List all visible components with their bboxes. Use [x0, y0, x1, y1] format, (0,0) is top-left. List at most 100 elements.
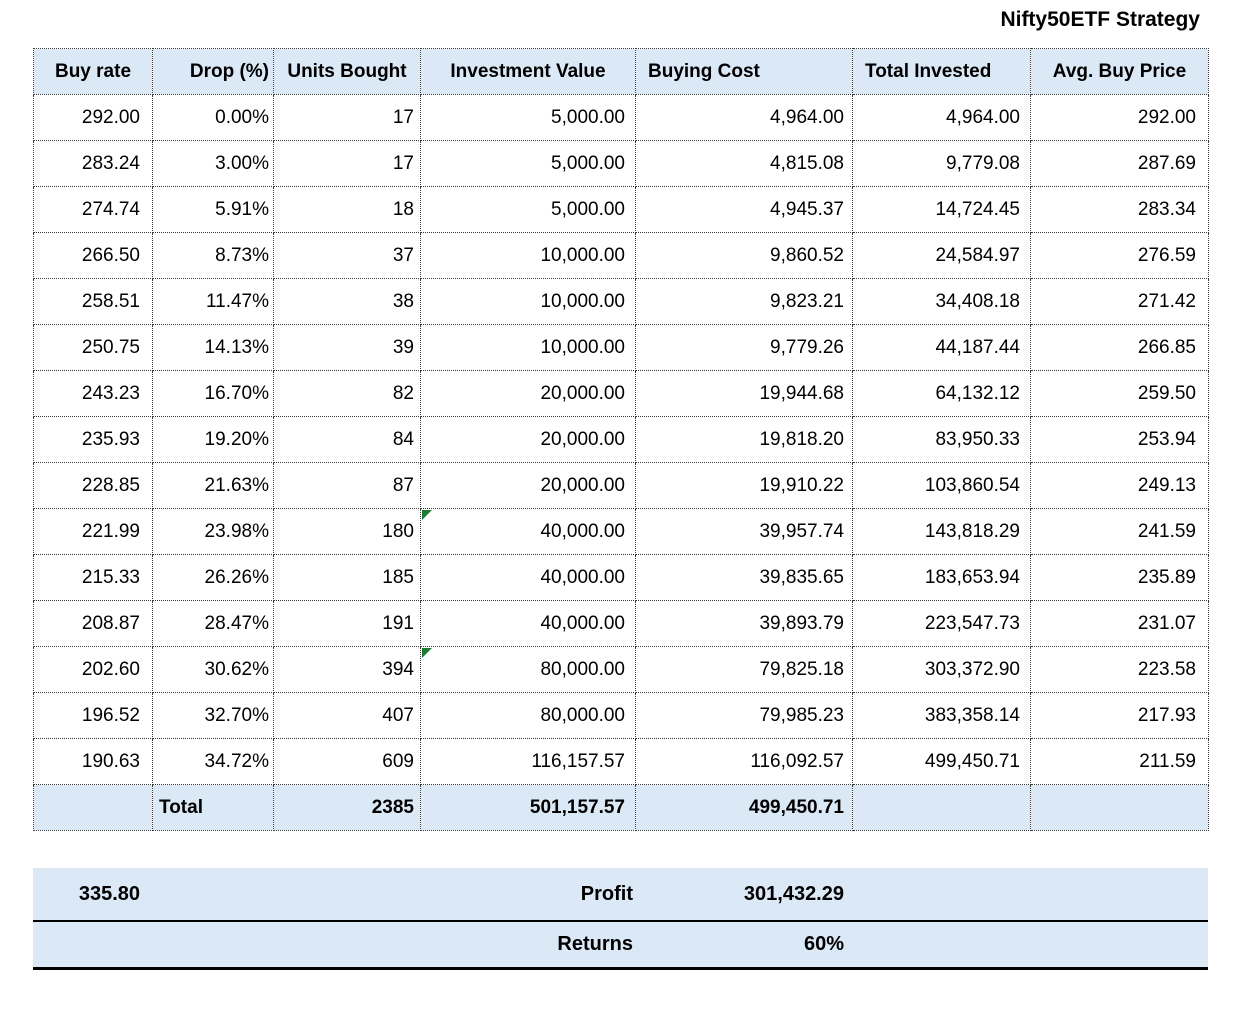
- cell[interactable]: 190.63: [33, 738, 153, 785]
- cell[interactable]: 9,779.08: [852, 140, 1031, 187]
- cell[interactable]: 228.85: [33, 462, 153, 509]
- total-units-cell[interactable]: 2385: [273, 784, 421, 831]
- cell[interactable]: 19,910.22: [635, 462, 853, 509]
- cell[interactable]: 64,132.12: [852, 370, 1031, 417]
- cell[interactable]: 80,000.00: [420, 692, 636, 739]
- cell[interactable]: 28.47%: [152, 600, 274, 647]
- cell[interactable]: 283.34: [1030, 186, 1209, 233]
- cell[interactable]: 34,408.18: [852, 278, 1031, 325]
- cell[interactable]: 11.47%: [152, 278, 274, 325]
- cell[interactable]: 3.00%: [152, 140, 274, 187]
- cell[interactable]: 8.73%: [152, 232, 274, 279]
- cell[interactable]: 9,860.52: [635, 232, 853, 279]
- cell[interactable]: [33, 921, 152, 970]
- cell[interactable]: 221.99: [33, 508, 153, 555]
- cell[interactable]: 217.93: [1030, 692, 1209, 739]
- cell[interactable]: [852, 868, 1030, 922]
- cell[interactable]: 266.50: [33, 232, 153, 279]
- cell[interactable]: 18: [273, 186, 421, 233]
- cell[interactable]: 116,092.57: [635, 738, 853, 785]
- cell[interactable]: 143,818.29: [852, 508, 1031, 555]
- cell[interactable]: 39,835.65: [635, 554, 853, 601]
- cell[interactable]: 9,779.26: [635, 324, 853, 371]
- cell[interactable]: 40,000.00: [420, 600, 636, 647]
- cell[interactable]: 83,950.33: [852, 416, 1031, 463]
- cell[interactable]: [852, 784, 1031, 831]
- cell[interactable]: 4,945.37: [635, 186, 853, 233]
- cell[interactable]: 235.93: [33, 416, 153, 463]
- column-header[interactable]: Drop (%): [152, 48, 274, 95]
- cell[interactable]: 223,547.73: [852, 600, 1031, 647]
- cell[interactable]: 223.58: [1030, 646, 1209, 693]
- cell[interactable]: 241.59: [1030, 508, 1209, 555]
- cell[interactable]: 9,823.21: [635, 278, 853, 325]
- cell[interactable]: 202.60: [33, 646, 153, 693]
- cell[interactable]: 259.50: [1030, 370, 1209, 417]
- cell[interactable]: 17: [273, 140, 421, 187]
- cell[interactable]: 266.85: [1030, 324, 1209, 371]
- cell[interactable]: [152, 868, 273, 922]
- cell[interactable]: 208.87: [33, 600, 153, 647]
- cell[interactable]: 16.70%: [152, 370, 274, 417]
- cell[interactable]: 191: [273, 600, 421, 647]
- cell[interactable]: 116,157.57: [420, 738, 636, 785]
- cell[interactable]: 14.13%: [152, 324, 274, 371]
- cell[interactable]: 292.00: [33, 94, 153, 141]
- cell[interactable]: [1030, 784, 1209, 831]
- cell[interactable]: 20,000.00: [420, 370, 636, 417]
- cell[interactable]: 103,860.54: [852, 462, 1031, 509]
- cell[interactable]: 211.59: [1030, 738, 1209, 785]
- cell[interactable]: 79,825.18: [635, 646, 853, 693]
- cell[interactable]: [1030, 921, 1208, 970]
- cell[interactable]: 287.69: [1030, 140, 1209, 187]
- cell[interactable]: 20,000.00: [420, 462, 636, 509]
- cell[interactable]: 5,000.00: [420, 94, 636, 141]
- cell[interactable]: [33, 784, 153, 831]
- column-header[interactable]: Buy rate: [33, 48, 153, 95]
- total-buying-cost-cell[interactable]: 499,450.71: [635, 784, 853, 831]
- cell[interactable]: 283.24: [33, 140, 153, 187]
- cell[interactable]: 235.89: [1030, 554, 1209, 601]
- cell[interactable]: 215.33: [33, 554, 153, 601]
- cell[interactable]: 19,818.20: [635, 416, 853, 463]
- cell[interactable]: 10,000.00: [420, 232, 636, 279]
- cell[interactable]: [152, 921, 273, 970]
- cell[interactable]: 80,000.00: [420, 646, 636, 693]
- cell[interactable]: [852, 921, 1030, 970]
- cell[interactable]: 243.23: [33, 370, 153, 417]
- column-header[interactable]: Avg. Buy Price: [1030, 48, 1209, 95]
- total-label-cell[interactable]: Total: [152, 784, 274, 831]
- cell[interactable]: 4,815.08: [635, 140, 853, 187]
- cell[interactable]: 271.42: [1030, 278, 1209, 325]
- profit-value-cell[interactable]: 301,432.29: [635, 868, 852, 922]
- cell[interactable]: 87: [273, 462, 421, 509]
- cell[interactable]: 185: [273, 554, 421, 601]
- cell[interactable]: 180: [273, 508, 421, 555]
- cell[interactable]: 19.20%: [152, 416, 274, 463]
- cell[interactable]: 24,584.97: [852, 232, 1031, 279]
- cell[interactable]: 196.52: [33, 692, 153, 739]
- cell[interactable]: 394: [273, 646, 421, 693]
- column-header[interactable]: Investment Value: [420, 48, 636, 95]
- cell[interactable]: 39,893.79: [635, 600, 853, 647]
- column-header[interactable]: Total Invested: [852, 48, 1031, 95]
- cell[interactable]: 40,000.00: [420, 508, 636, 555]
- cell[interactable]: 183,653.94: [852, 554, 1031, 601]
- cell[interactable]: 231.07: [1030, 600, 1209, 647]
- cell[interactable]: 276.59: [1030, 232, 1209, 279]
- profit-label-cell[interactable]: Profit: [420, 868, 635, 922]
- cell[interactable]: 26.26%: [152, 554, 274, 601]
- column-header[interactable]: Buying Cost: [635, 48, 853, 95]
- cell[interactable]: 383,358.14: [852, 692, 1031, 739]
- column-header[interactable]: Units Bought: [273, 48, 421, 95]
- cell[interactable]: 82: [273, 370, 421, 417]
- cell[interactable]: 258.51: [33, 278, 153, 325]
- cell[interactable]: 250.75: [33, 324, 153, 371]
- cell[interactable]: 39,957.74: [635, 508, 853, 555]
- cell[interactable]: 38: [273, 278, 421, 325]
- cell[interactable]: 5.91%: [152, 186, 274, 233]
- cell[interactable]: 10,000.00: [420, 324, 636, 371]
- cell[interactable]: 14,724.45: [852, 186, 1031, 233]
- cell[interactable]: 32.70%: [152, 692, 274, 739]
- cell[interactable]: 20,000.00: [420, 416, 636, 463]
